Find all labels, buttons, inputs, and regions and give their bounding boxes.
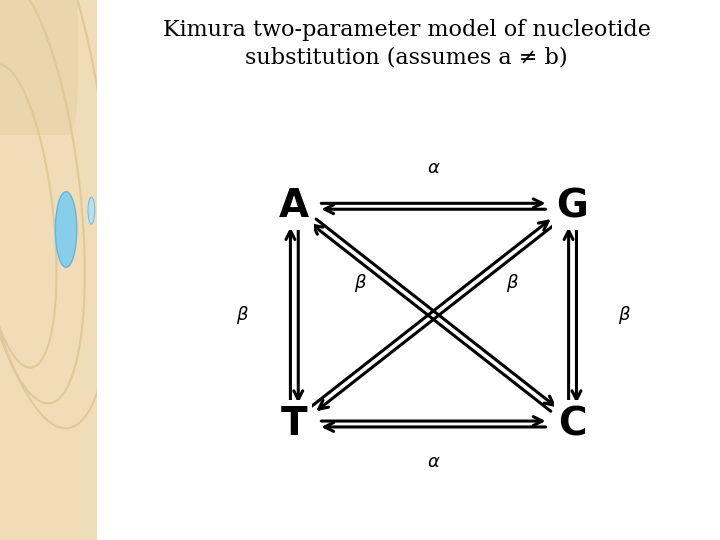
- Text: $\beta$: $\beta$: [236, 304, 249, 326]
- Text: $\alpha$: $\alpha$: [427, 159, 440, 177]
- Text: Kimura two-parameter model of nucleotide
substitution (assumes a ≠ b): Kimura two-parameter model of nucleotide…: [163, 19, 651, 69]
- Text: $\beta$: $\beta$: [618, 304, 631, 326]
- Text: G: G: [557, 187, 588, 225]
- FancyBboxPatch shape: [0, 0, 78, 135]
- Ellipse shape: [88, 197, 95, 224]
- Text: $\beta$: $\beta$: [354, 272, 367, 294]
- Ellipse shape: [55, 192, 77, 267]
- Text: C: C: [558, 405, 587, 443]
- Text: A: A: [279, 187, 310, 225]
- Text: $\alpha$: $\alpha$: [427, 454, 440, 471]
- Text: $\beta$: $\beta$: [505, 272, 518, 294]
- Text: T: T: [281, 405, 307, 443]
